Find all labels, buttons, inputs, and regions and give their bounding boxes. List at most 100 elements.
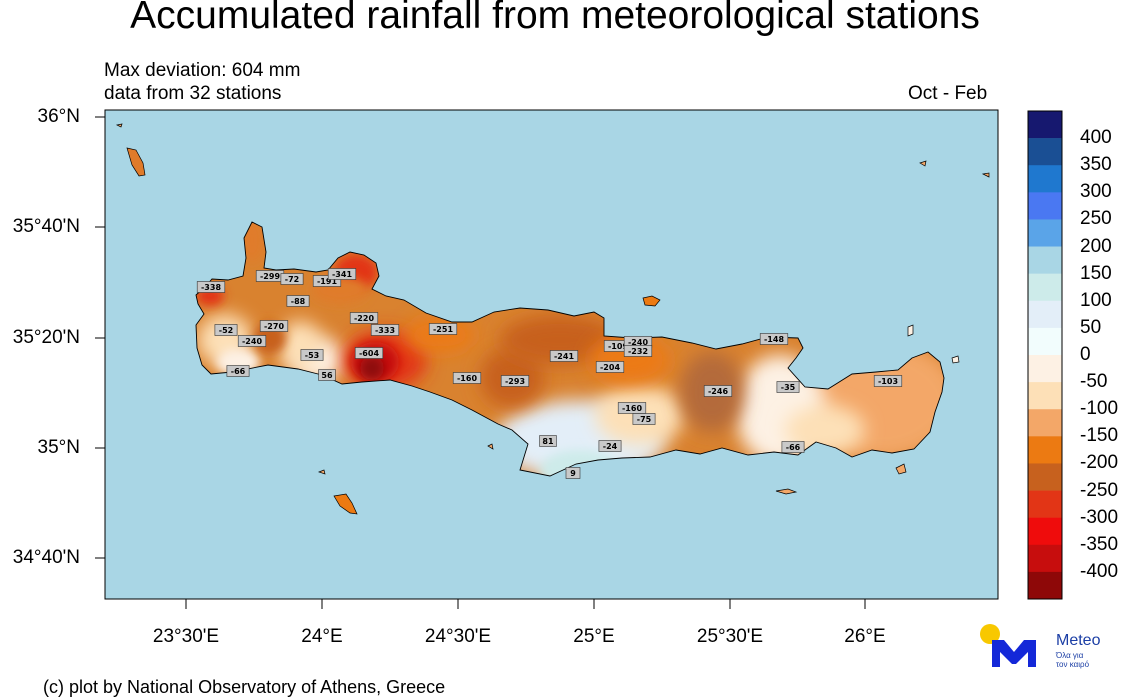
legend-level-label: -100 bbox=[1080, 398, 1119, 420]
island-dia bbox=[642, 295, 661, 307]
legend-swatch bbox=[1028, 517, 1062, 546]
legend-swatch bbox=[1028, 165, 1062, 193]
island-gavdos bbox=[333, 493, 358, 515]
island-north-1 bbox=[919, 160, 927, 167]
legend-colorbar bbox=[1027, 110, 1063, 600]
lon-label-26e: 26°E bbox=[844, 626, 886, 647]
station-label: -293 bbox=[500, 375, 530, 387]
legend-swatch bbox=[1028, 192, 1062, 220]
station-value: -220 bbox=[354, 314, 374, 323]
station-value: -191 bbox=[317, 277, 337, 286]
station-label: -35 bbox=[776, 381, 800, 393]
station-value: -109 bbox=[608, 342, 628, 351]
meteo-m-logo-icon bbox=[992, 640, 1036, 667]
period-text: Oct - Feb bbox=[908, 83, 988, 104]
station-value: -52 bbox=[219, 326, 233, 335]
station-value: -66 bbox=[786, 443, 801, 452]
station-value: -24 bbox=[603, 442, 618, 451]
legend-swatch bbox=[1028, 327, 1062, 356]
legend-swatch bbox=[1028, 571, 1062, 600]
island-south-1 bbox=[317, 469, 326, 475]
station-label: -232 bbox=[623, 345, 653, 357]
legend-border bbox=[1027, 110, 1063, 600]
station-label: -241 bbox=[549, 350, 579, 362]
legend-level-label: 100 bbox=[1080, 289, 1112, 311]
sun-logo-icon bbox=[980, 624, 1000, 644]
island-east-2 bbox=[951, 355, 960, 364]
station-value: -232 bbox=[628, 347, 648, 356]
logo-tagline-2: τον καιρό bbox=[1056, 660, 1090, 669]
legend-swatch bbox=[1028, 463, 1062, 491]
station-value: -53 bbox=[305, 351, 319, 360]
station-label: 9 bbox=[565, 467, 581, 479]
legend-swatch bbox=[1028, 544, 1062, 573]
station-label: -66 bbox=[226, 365, 250, 377]
logo-tagline-1: Όλα για bbox=[1056, 651, 1084, 660]
station-value: -240 bbox=[628, 338, 648, 347]
lon-label-23-30e: 23°30'E bbox=[152, 626, 220, 647]
legend-level-label: 200 bbox=[1080, 235, 1112, 257]
station-label: -204 bbox=[595, 361, 625, 373]
legend-level-label: 0 bbox=[1080, 344, 1091, 365]
legend-level-label: 300 bbox=[1080, 181, 1112, 203]
station-label: -240 bbox=[237, 335, 267, 347]
station-value: -341 bbox=[332, 270, 352, 279]
legend-level-label: -400 bbox=[1080, 560, 1119, 582]
lat-label-35-40n: 35°40'N bbox=[12, 216, 80, 237]
station-label: -333 bbox=[370, 324, 400, 336]
station-label: -72 bbox=[280, 273, 304, 285]
legend-level-label: -50 bbox=[1080, 371, 1108, 393]
legend-swatch bbox=[1028, 246, 1062, 274]
station-value: 81 bbox=[542, 437, 554, 446]
legend-level-label: 400 bbox=[1080, 127, 1112, 149]
lat-label-35-20n: 35°20'N bbox=[12, 327, 80, 348]
lon-label-25-30e: 25°30'E bbox=[696, 626, 764, 647]
lon-label-24-30e: 24°30'E bbox=[424, 626, 492, 647]
stations-count-text: data from 32 stations bbox=[104, 83, 282, 104]
island-north-2 bbox=[981, 172, 990, 178]
station-label: -103 bbox=[873, 375, 903, 387]
legend-swatch bbox=[1028, 300, 1062, 329]
island-chrysi bbox=[775, 488, 798, 495]
station-label: -160 bbox=[452, 372, 482, 384]
station-value: -148 bbox=[764, 335, 784, 344]
legend-level-label: 250 bbox=[1080, 208, 1112, 230]
legend-swatch bbox=[1028, 355, 1062, 383]
lon-label-25e: 25°E bbox=[573, 626, 615, 647]
credit-footer: (c) plot by National Observatory of Athe… bbox=[43, 677, 446, 697]
station-value: -88 bbox=[291, 297, 306, 306]
lon-label-24e: 24°E bbox=[301, 626, 343, 647]
lat-label-36n: 36°N bbox=[37, 106, 80, 127]
island-northwest bbox=[115, 123, 123, 128]
station-label: -246 bbox=[703, 385, 733, 397]
station-label: -160 bbox=[617, 402, 647, 414]
station-label: -24 bbox=[598, 440, 622, 452]
station-value: -241 bbox=[554, 352, 574, 361]
legend-level-label: 350 bbox=[1080, 154, 1112, 176]
station-label: -148 bbox=[759, 333, 789, 345]
legend-level-label: 50 bbox=[1080, 316, 1102, 338]
station-label: -220 bbox=[349, 312, 379, 324]
legend-level-label: 150 bbox=[1080, 262, 1112, 284]
station-value: -72 bbox=[285, 275, 299, 284]
station-value: -240 bbox=[242, 337, 262, 346]
station-label: 56 bbox=[318, 369, 336, 381]
station-label: -299 bbox=[255, 270, 285, 282]
station-value: -299 bbox=[260, 272, 280, 281]
max-deviation-text: Max deviation: 604 mm bbox=[104, 60, 301, 81]
station-value: -204 bbox=[600, 363, 620, 372]
station-label: -88 bbox=[286, 295, 310, 307]
legend-level-label: -150 bbox=[1080, 425, 1119, 447]
station-value: -75 bbox=[637, 415, 652, 424]
station-label: -75 bbox=[632, 413, 656, 425]
station-value: -160 bbox=[622, 404, 642, 413]
map-title: Accumulated rainfall from meteorological… bbox=[130, 0, 980, 37]
legend-swatch bbox=[1028, 436, 1062, 464]
legend-swatch bbox=[1028, 490, 1062, 518]
legend-swatch bbox=[1028, 138, 1062, 166]
island-koufonisi bbox=[895, 463, 907, 475]
station-label: -66 bbox=[781, 441, 805, 453]
logo-name: Meteo bbox=[1056, 632, 1101, 649]
station-label: -341 bbox=[327, 268, 357, 280]
